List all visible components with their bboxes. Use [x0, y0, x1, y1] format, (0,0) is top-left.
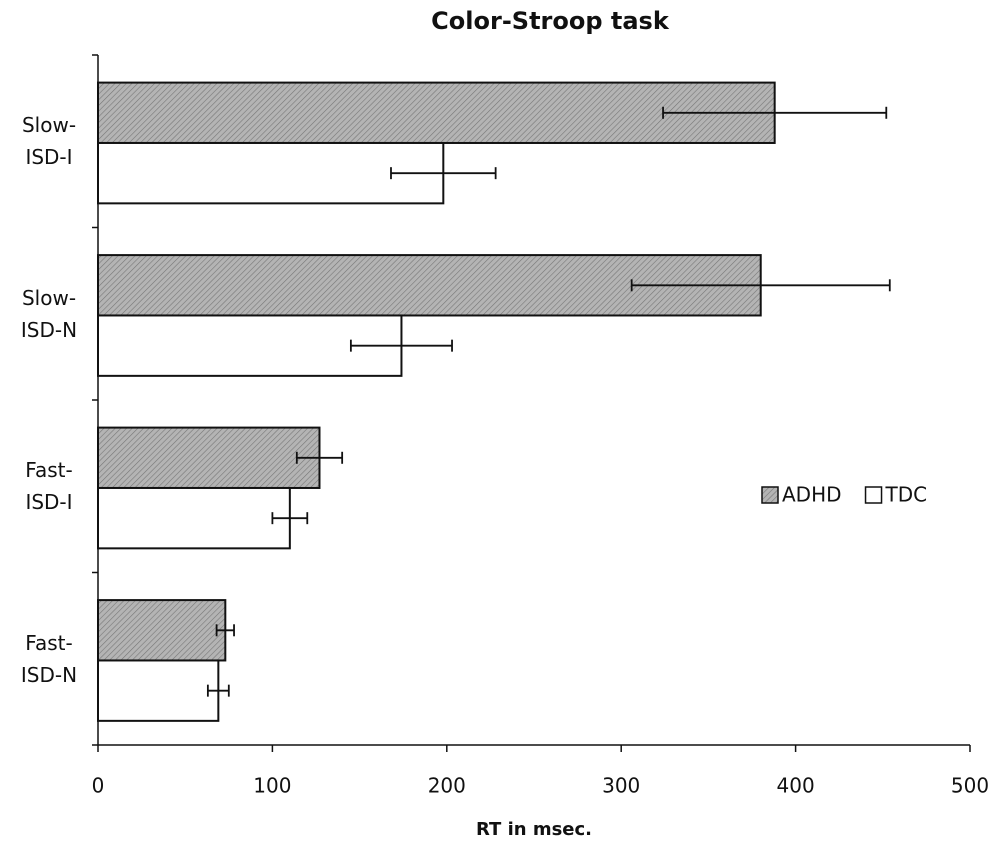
error-bar: [295, 451, 344, 464]
legend-label: TDC: [885, 483, 928, 507]
x-axis-label: RT in msec.: [476, 819, 592, 840]
bar: [97, 659, 220, 722]
y-tick-label: Fast-ISD-I: [25, 458, 73, 515]
legend-swatch: [864, 486, 883, 504]
bar: [97, 141, 445, 205]
x-tick-label: 400: [777, 774, 815, 798]
error-bar: [390, 167, 497, 180]
x-tick-label: 200: [428, 774, 466, 798]
error-bar: [630, 279, 891, 292]
error-bar: [206, 684, 230, 697]
x-tick-label: 0: [92, 774, 105, 798]
bar: [97, 486, 291, 550]
legend-label: ADHD: [782, 483, 842, 507]
y-tick-label: Slow-ISD-I: [21, 113, 77, 170]
error-bar: [271, 512, 309, 525]
bar: [97, 599, 227, 662]
error-bar: [215, 624, 235, 637]
error-bar: [662, 106, 888, 119]
y-tick-label: Fast-ISD-N: [20, 630, 78, 687]
legend-swatch: [761, 486, 779, 504]
bar: [97, 426, 321, 489]
y-tick-label: Slow-ISD-N: [20, 285, 78, 342]
x-tick-label: 500: [951, 774, 989, 798]
error-bar: [349, 339, 453, 352]
x-tick-label: 300: [602, 774, 640, 798]
chart-title: Color-Stroop task: [431, 7, 670, 35]
x-tick-label: 100: [253, 774, 291, 798]
